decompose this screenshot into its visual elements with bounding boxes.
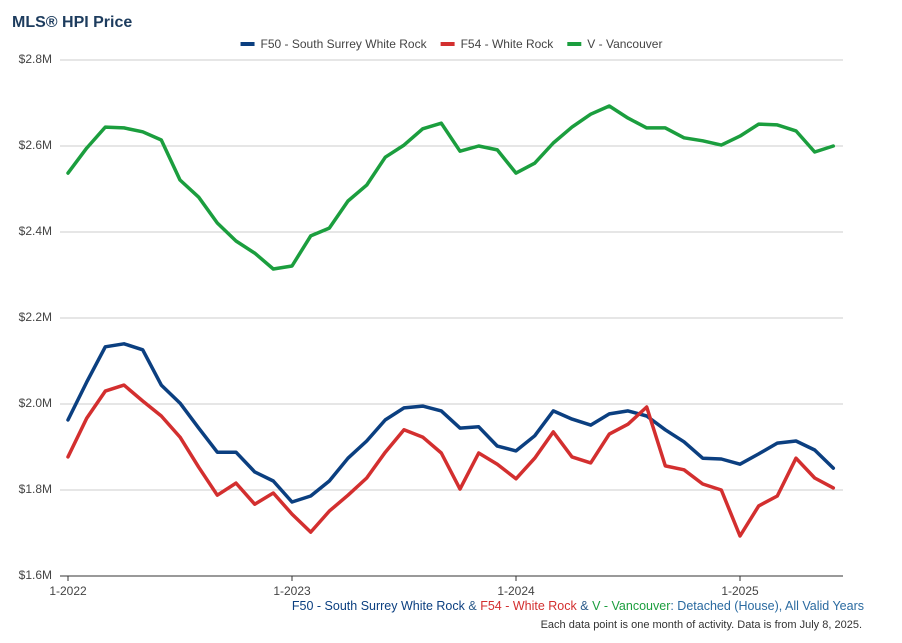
series-line	[66, 342, 836, 504]
y-tick-label: $1.6M	[19, 568, 52, 582]
chart-title: MLS® HPI Price	[12, 14, 132, 31]
caption: F50 - South Surrey White Rock & F54 - Wh…	[292, 599, 864, 613]
x-tick-label: 1-2022	[49, 584, 87, 598]
y-tick-label: $1.8M	[19, 482, 52, 496]
caption-part: &	[580, 599, 589, 613]
legend: F50 - South Surrey White Rock F54 - White…	[240, 37, 662, 51]
series-line	[66, 383, 836, 538]
x-tick-label: 1-2024	[497, 584, 535, 598]
y-tick-label: $2.0M	[19, 396, 52, 410]
caption-part: V - Vancouver	[592, 599, 670, 613]
caption-part: &	[468, 599, 477, 613]
legend-label: F54 - White Rock	[461, 37, 555, 51]
caption-part: F54 - White Rock	[480, 599, 577, 613]
caption-part: : Detached (House), All Valid Years	[670, 599, 864, 613]
y-tick-label: $2.4M	[19, 224, 52, 238]
y-tick-label: $2.2M	[19, 310, 52, 324]
series-line	[66, 104, 836, 271]
caption-part: F50 - South Surrey White Rock	[292, 599, 466, 613]
note: Each data point is one month of activity…	[541, 619, 862, 631]
y-tick-label: $2.8M	[19, 52, 52, 66]
y-tick-label: $2.6M	[19, 138, 52, 152]
x-tick-label: 1-2025	[721, 584, 759, 598]
legend-label: V - Vancouver	[587, 37, 662, 51]
x-tick-label: 1-2023	[273, 584, 311, 598]
legend-label: F50 - South Surrey White Rock	[261, 37, 428, 51]
